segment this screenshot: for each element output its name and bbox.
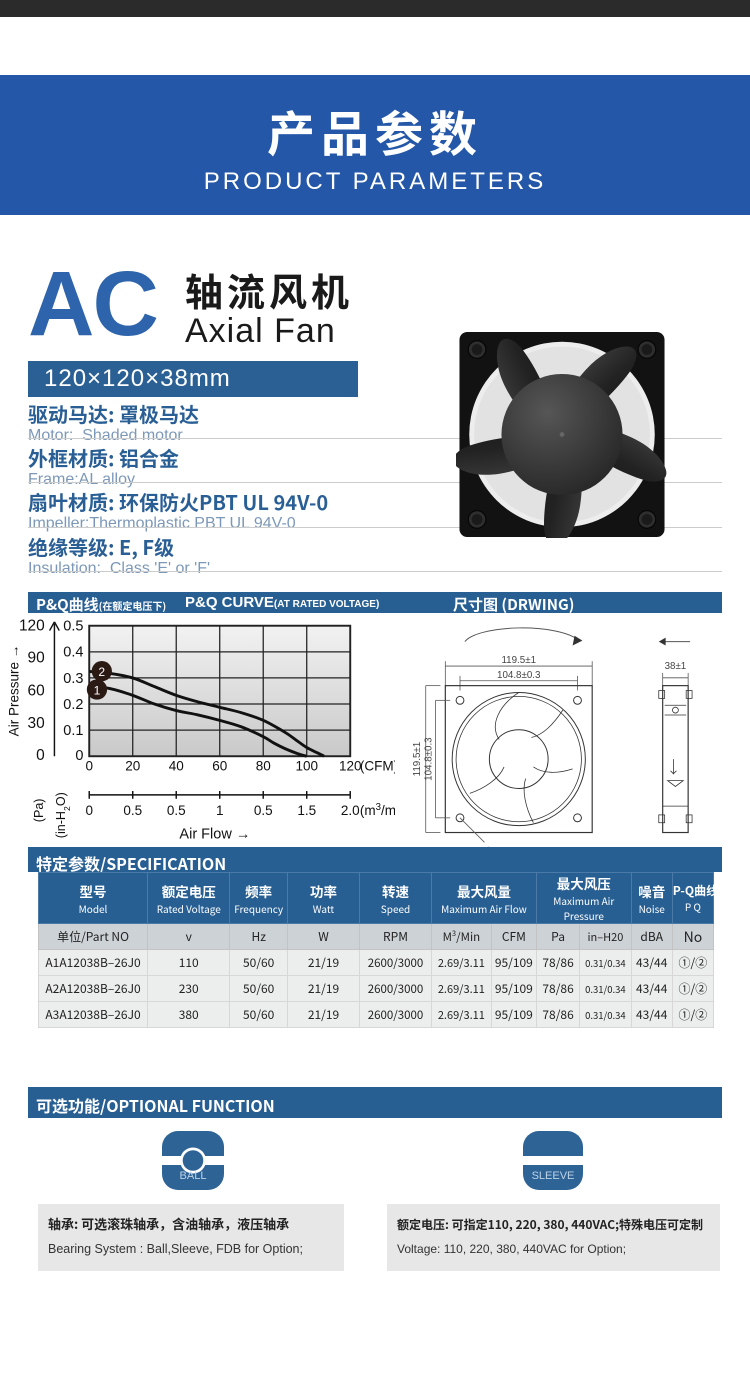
svg-text:(m3/min): (m3/min)	[360, 802, 395, 819]
svg-text:2.0: 2.0	[341, 803, 360, 818]
svg-text:0.5: 0.5	[63, 619, 83, 635]
svg-text:120: 120	[339, 759, 362, 774]
svg-text:80: 80	[256, 759, 271, 774]
svg-text:0: 0	[75, 748, 83, 764]
svg-text:120: 120	[19, 618, 45, 635]
svg-text:60: 60	[28, 682, 45, 699]
svg-text:0.5: 0.5	[254, 803, 273, 818]
svg-text:0.5: 0.5	[123, 803, 142, 818]
svg-text:104.8±0.3: 104.8±0.3	[424, 737, 435, 781]
svg-text:90: 90	[28, 649, 45, 666]
svg-text:0.1: 0.1	[63, 723, 83, 739]
svg-text:20: 20	[125, 759, 140, 774]
svg-text:2: 2	[98, 665, 105, 679]
svg-text:0.4: 0.4	[63, 645, 83, 661]
svg-text:0.2: 0.2	[63, 697, 83, 713]
svg-text:(Pa): (Pa)	[32, 799, 46, 823]
svg-text:104.8±0.3: 104.8±0.3	[497, 670, 541, 681]
svg-text:0: 0	[85, 759, 93, 774]
svg-text:0: 0	[36, 747, 45, 764]
svg-text:30: 30	[28, 715, 45, 732]
svg-text:0: 0	[85, 803, 93, 818]
svg-text:BALL: BALL	[180, 1170, 207, 1182]
svg-text:Air Flow →: Air Flow →	[179, 826, 250, 842]
svg-text:119.5±1: 119.5±1	[412, 742, 423, 777]
svg-text:60: 60	[212, 759, 227, 774]
svg-text:0.5: 0.5	[167, 803, 186, 818]
svg-text:0.3: 0.3	[63, 671, 83, 687]
svg-text:(CFM): (CFM)	[360, 759, 395, 774]
svg-text:1: 1	[216, 803, 224, 818]
svg-text:119.5±1: 119.5±1	[501, 655, 536, 666]
svg-text:1.5: 1.5	[297, 803, 316, 818]
svg-text:1: 1	[94, 683, 101, 697]
svg-text:38±1: 38±1	[665, 661, 687, 672]
svg-text:Air Pressure →: Air Pressure →	[7, 645, 22, 737]
svg-text:40: 40	[169, 759, 184, 774]
svg-text:100: 100	[295, 759, 318, 774]
svg-text:(in-H2O): (in-H2O)	[54, 792, 72, 838]
svg-text:SLEEVE: SLEEVE	[532, 1170, 575, 1182]
